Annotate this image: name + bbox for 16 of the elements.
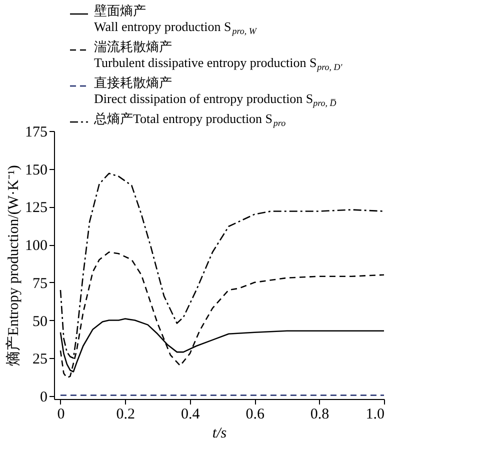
y-axis-title: 熵产Entropy production/(W·K⁻¹): [5, 165, 22, 366]
x-tick-label: 0.2: [116, 406, 136, 422]
x-tick-label: 0: [57, 406, 65, 422]
y-tick-label: 125: [25, 200, 48, 216]
x-tick-label: 1.0: [366, 406, 384, 422]
x-axis-title: t/s: [212, 426, 227, 442]
y-tick-label: 100: [25, 238, 48, 254]
x-tick-label: 0.6: [246, 406, 265, 422]
y-tick-label: 25: [32, 352, 48, 368]
y-tick-label: 0: [40, 389, 48, 406]
y-tick-label: 150: [25, 162, 48, 178]
y-tick-label: 75: [32, 276, 48, 292]
y-tick-label: 50: [32, 314, 48, 330]
x-tick-label: 0.8: [310, 406, 330, 422]
y-tick-label: 175: [25, 124, 48, 140]
x-tick-label: 0.4: [181, 406, 200, 422]
